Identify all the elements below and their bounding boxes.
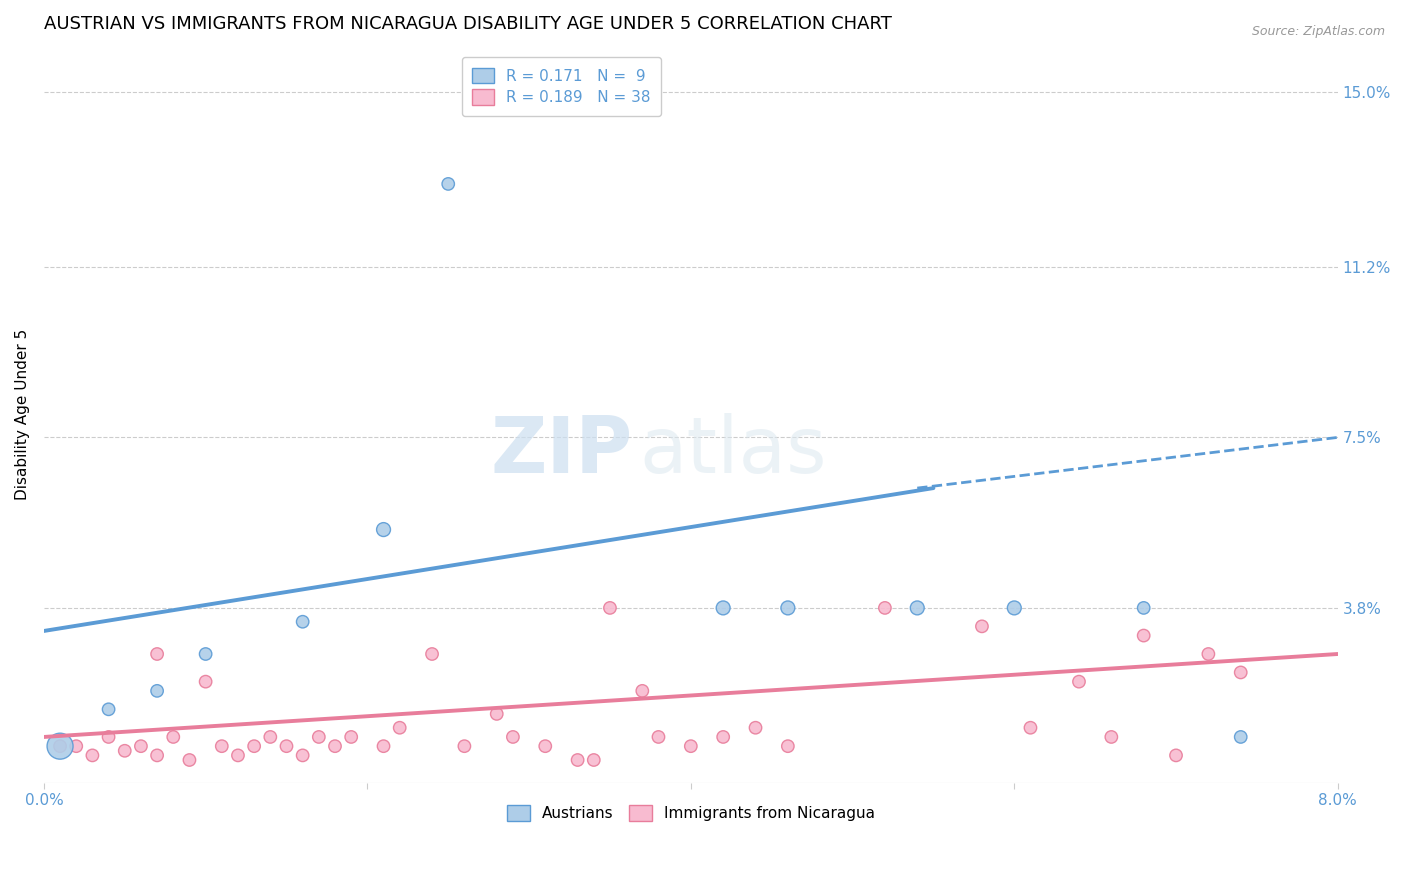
Point <box>308 730 330 744</box>
Point <box>1099 730 1122 744</box>
Legend: Austrians, Immigrants from Nicaragua: Austrians, Immigrants from Nicaragua <box>501 799 882 827</box>
Point <box>114 744 136 758</box>
Y-axis label: Disability Age Under 5: Disability Age Under 5 <box>15 329 30 500</box>
Point <box>97 730 120 744</box>
Point <box>259 730 281 744</box>
Point <box>97 702 120 716</box>
Point <box>243 739 266 754</box>
Point <box>146 684 169 698</box>
Point <box>146 647 169 661</box>
Point <box>534 739 557 754</box>
Point <box>1229 730 1251 744</box>
Point <box>49 739 72 754</box>
Point <box>373 523 395 537</box>
Point <box>437 177 460 191</box>
Text: AUSTRIAN VS IMMIGRANTS FROM NICARAGUA DISABILITY AGE UNDER 5 CORRELATION CHART: AUSTRIAN VS IMMIGRANTS FROM NICARAGUA DI… <box>44 15 891 33</box>
Point <box>873 601 896 615</box>
Point <box>162 730 184 744</box>
Point <box>711 601 734 615</box>
Point <box>82 748 104 763</box>
Point <box>194 674 217 689</box>
Point <box>776 739 799 754</box>
Point <box>679 739 702 754</box>
Point <box>1164 748 1187 763</box>
Point <box>49 739 72 754</box>
Point <box>582 753 605 767</box>
Text: ZIP: ZIP <box>491 413 633 489</box>
Point <box>502 730 524 744</box>
Point <box>65 739 87 754</box>
Point <box>970 619 993 633</box>
Point <box>776 601 799 615</box>
Text: atlas: atlas <box>640 413 827 489</box>
Point <box>1067 674 1090 689</box>
Point <box>1132 629 1154 643</box>
Point <box>146 748 169 763</box>
Point <box>744 721 766 735</box>
Point <box>340 730 363 744</box>
Point <box>599 601 621 615</box>
Point <box>276 739 298 754</box>
Point <box>323 739 346 754</box>
Point <box>1229 665 1251 680</box>
Point <box>1197 647 1219 661</box>
Point <box>211 739 233 754</box>
Point <box>711 730 734 744</box>
Point <box>485 706 508 721</box>
Point <box>179 753 201 767</box>
Point <box>373 739 395 754</box>
Point <box>388 721 411 735</box>
Point <box>129 739 152 754</box>
Point <box>453 739 475 754</box>
Point <box>567 753 589 767</box>
Point <box>631 684 654 698</box>
Text: Source: ZipAtlas.com: Source: ZipAtlas.com <box>1251 25 1385 38</box>
Point <box>420 647 443 661</box>
Point <box>905 601 928 615</box>
Point <box>647 730 669 744</box>
Point <box>194 647 217 661</box>
Point <box>291 748 314 763</box>
Point <box>1002 601 1025 615</box>
Point <box>291 615 314 629</box>
Point <box>226 748 249 763</box>
Point <box>1019 721 1042 735</box>
Point <box>1132 601 1154 615</box>
